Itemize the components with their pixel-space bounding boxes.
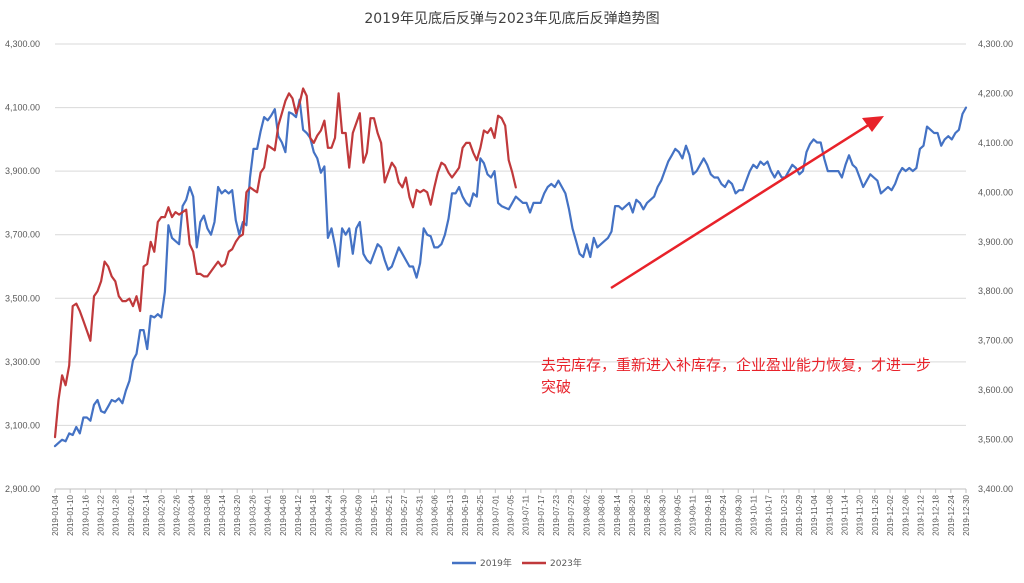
x-tick-label: 2019-03-20 (233, 494, 242, 535)
x-tick-label: 2019-07-23 (552, 494, 561, 535)
left-y-axis: 2,900.00 3,100.00 3,300.00 3,500.00 3,700.00… (5, 39, 40, 494)
x-tick-label: 2019-05-09 (355, 494, 364, 535)
y-right-tick-label: 4,100.00 (978, 138, 1013, 148)
x-tick-label: 2019-11-04 (810, 494, 819, 535)
x-tick-label: 2019-04-01 (264, 494, 273, 535)
x-tick-label: 2019-04-18 (309, 494, 318, 535)
arrow-head (862, 116, 884, 132)
y-right-tick-label: 4,200.00 (978, 88, 1013, 98)
x-tick-label: 2019-12-06 (901, 494, 910, 535)
x-tick-label: 2019-02-26 (172, 494, 181, 535)
x-tick-label: 2019-05-21 (385, 494, 394, 535)
x-tick-label: 2019-03-04 (188, 494, 197, 535)
x-tick-label: 2019-09-24 (719, 494, 728, 535)
x-tick-label: 2019-11-26 (871, 494, 880, 535)
x-tick-label: 2019-09-18 (704, 494, 713, 535)
x-tick-label: 2019-05-27 (400, 494, 409, 535)
y-left-tick-label: 2,900.00 (5, 484, 40, 494)
x-tick-label: 2019-02-01 (127, 494, 136, 535)
y-left-tick-label: 3,900.00 (5, 166, 40, 176)
x-tick-label: 2019-07-01 (491, 494, 500, 535)
y-left-tick-label: 3,300.00 (5, 357, 40, 367)
chart-title: 2019年见底后反弹与2023年见底后反弹趋势图 (364, 11, 659, 27)
x-tick-label: 2019-04-30 (339, 494, 348, 535)
x-tick-label: 2019-08-08 (598, 494, 607, 535)
x-tick-label: 2019-12-02 (886, 494, 895, 535)
y-left-tick-label: 3,100.00 (5, 420, 40, 430)
x-tick-label: 2019-06-13 (446, 494, 455, 535)
x-tick-label: 2019-04-08 (279, 494, 288, 535)
y-right-tick-label: 4,300.00 (978, 39, 1013, 49)
y-right-tick-label: 3,500.00 (978, 435, 1013, 445)
y-left-tick-label: 3,500.00 (5, 293, 40, 303)
x-tick-label: 2019-11-08 (825, 494, 834, 535)
y-right-tick-label: 3,800.00 (978, 286, 1013, 296)
x-tick-label: 2019-07-17 (537, 494, 546, 535)
x-tick-label: 2019-04-12 (294, 494, 303, 535)
trend-arrow (610, 116, 884, 290)
series-lines (53, 87, 968, 448)
x-tick-label: 2019-12-18 (932, 494, 941, 535)
x-tick-label: 2019-03-26 (248, 494, 257, 535)
x-tick-label: 2019-11-20 (856, 494, 865, 535)
series-line-2019年 (53, 98, 968, 448)
legend: 2019年 2023年 (452, 557, 582, 569)
x-tick-label: 2019-02-20 (157, 494, 166, 535)
x-tick-label: 2019-06-25 (476, 494, 485, 535)
y-left-tick-label: 4,100.00 (5, 103, 40, 113)
annotation-line-1: 去完库存，重新进入补库存，企业盈业能力恢复，才进一步 (541, 356, 931, 374)
x-tick-label: 2019-01-16 (81, 494, 90, 535)
x-tick-label: 2019-08-20 (628, 494, 637, 535)
y-right-tick-label: 3,400.00 (978, 484, 1013, 494)
x-tick-label: 2019-09-30 (734, 494, 743, 535)
arrow-shaft (610, 122, 871, 290)
x-tick-label: 2019-10-17 (765, 494, 774, 535)
x-tick-label: 2019-08-14 (613, 494, 622, 535)
y-right-tick-label: 3,900.00 (978, 237, 1013, 247)
x-tick-label: 2019-06-06 (431, 494, 440, 535)
x-tick-label: 2019-10-23 (780, 494, 789, 535)
x-tick-label: 2019-12-24 (947, 494, 956, 535)
x-tick-label: 2019-04-24 (324, 494, 333, 535)
x-tick-label: 2019-07-05 (507, 494, 516, 535)
right-y-axis: 3,400.00 3,500.00 3,600.00 3,700.00 3,800.00… (978, 39, 1013, 494)
x-tick-label: 2019-08-26 (643, 494, 652, 535)
x-tick-label: 2019-01-28 (112, 494, 121, 535)
x-tick-label: 2019-12-12 (916, 494, 925, 535)
x-tick-label: 2019-08-02 (582, 494, 591, 535)
gridlines (55, 43, 966, 490)
y-left-tick-label: 3,700.00 (5, 230, 40, 240)
x-tick-label: 2019-05-15 (370, 494, 379, 535)
x-tick-label: 2019-05-31 (415, 494, 424, 535)
x-tick-label: 2019-06-19 (461, 494, 470, 535)
x-tick-label: 2019-07-29 (567, 494, 576, 535)
x-tick-label: 2019-10-29 (795, 494, 804, 535)
x-tick-label: 2019-12-30 (962, 494, 971, 535)
y-left-tick-label: 4,300.00 (5, 39, 40, 49)
annotation-line-2: 突破 (541, 378, 571, 396)
x-tick-label: 2019-03-14 (218, 494, 227, 535)
x-tick-label: 2019-08-30 (658, 494, 667, 535)
x-tick-label: 2019-09-11 (689, 494, 698, 535)
x-tick-label: 2019-11-14 (841, 494, 850, 535)
x-tick-label: 2019-01-10 (66, 494, 75, 535)
y-right-tick-label: 3,600.00 (978, 385, 1013, 395)
x-tick-label: 2019-09-05 (674, 494, 683, 535)
x-tick-label: 2019-01-04 (51, 494, 60, 535)
x-tick-label: 2019-03-08 (203, 494, 212, 535)
y-right-tick-label: 4,000.00 (978, 187, 1013, 197)
x-tick-label: 2019-02-14 (142, 494, 151, 535)
x-axis: 2019-01-04 2019-01-10 2019-01-16 2019-01-22… (51, 488, 971, 536)
legend-label: 2023年 (550, 557, 582, 569)
y-right-tick-label: 3,700.00 (978, 336, 1013, 346)
x-tick-label: 2019-01-22 (97, 494, 106, 535)
x-tick-label: 2019-10-11 (749, 494, 758, 535)
series-line-2023年 (53, 87, 517, 439)
legend-label: 2019年 (480, 557, 512, 569)
x-tick-label: 2019-07-11 (522, 494, 531, 535)
